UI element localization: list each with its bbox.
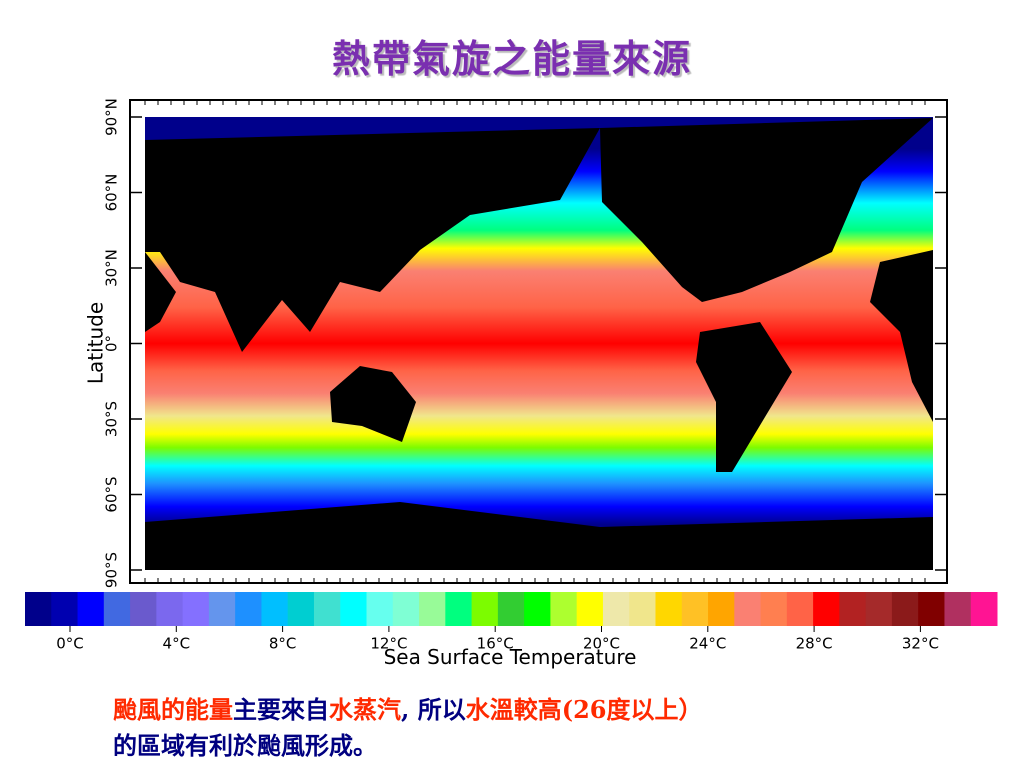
colorbar-swatch [51, 592, 79, 626]
caption-line: 颱風的能量主要來自水蒸汽, 所以水溫較高(26度以上） [113, 692, 993, 728]
colorbar-swatch [77, 592, 105, 626]
caption-line: 的區域有利於颱風形成。 [113, 728, 993, 764]
colorbar-swatch [419, 592, 446, 626]
colorbar-swatch [839, 592, 867, 626]
colorbar-swatch [497, 592, 525, 626]
latitude-label: 60°N [103, 174, 121, 212]
colorbar-title: Sea Surface Temperature [384, 645, 637, 669]
caption: 颱風的能量主要來自水蒸汽, 所以水溫較高(26度以上） 的區域有利於颱風形成。 [113, 692, 993, 764]
colorbar-swatch [445, 592, 473, 626]
colorbar-label: 32°C [902, 635, 939, 653]
colorbar-swatch [261, 592, 289, 626]
colorbar-swatch [25, 592, 52, 626]
latitude-label: 90°N [103, 98, 121, 136]
colorbar-swatch [392, 592, 420, 626]
caption-segment: 水溫較高(26度以上） [465, 695, 703, 724]
latitude-label: 30°S [103, 401, 121, 437]
colorbar-swatch [865, 592, 893, 626]
colorbar-label: 28°C [796, 635, 833, 653]
colorbar-swatch [287, 592, 315, 626]
colorbar-swatch [629, 592, 656, 626]
colorbar-label: 16°C [477, 635, 514, 653]
colorbar-label: 20°C [583, 635, 620, 653]
colorbar-swatch [970, 592, 998, 626]
caption-segment: 颱風的能量 [113, 695, 233, 724]
colorbar-swatch [891, 592, 919, 626]
colorbar-swatch [576, 592, 604, 626]
colorbar-swatch [708, 592, 735, 626]
colorbar-swatch [235, 592, 262, 626]
latitude-label: 60°S [103, 476, 121, 512]
colorbar-swatch [313, 592, 341, 626]
y-axis-label: Latitude [84, 302, 108, 384]
colorbar-swatch [208, 592, 236, 626]
caption-segment: , 所以 [401, 695, 466, 724]
latitude-label: 30°N [103, 249, 121, 287]
colorbar-swatch [182, 592, 210, 626]
sst-figure: Latitude 90°N 60°N 30°N 0° 30°S 60°S 90°S 0°C 4… [25, 98, 998, 669]
colorbar-swatch [734, 592, 762, 626]
latitude-label: 0° [103, 335, 121, 352]
colorbar-label: 12°C [370, 635, 407, 653]
colorbar-swatch [681, 592, 709, 626]
colorbar-swatch [918, 592, 945, 626]
colorbar-label: 0°C [56, 635, 84, 653]
colorbar-swatch [760, 592, 788, 626]
slide-title: 熱帶氣旋之能量來源 [331, 36, 692, 81]
colorbar-swatch [550, 592, 578, 626]
colorbar-swatch [366, 592, 394, 626]
caption-segment: 水蒸汽 [329, 695, 401, 724]
colorbar-swatch [156, 592, 184, 626]
colorbar-swatch [103, 592, 131, 626]
colorbar-swatch [655, 592, 683, 626]
colorbar-swatch [813, 592, 840, 626]
caption-segment: 主要來自 [233, 695, 329, 724]
land [145, 118, 933, 570]
colorbar-swatch [471, 592, 499, 626]
colorbar-label: 8°C [269, 635, 297, 653]
colorbar-swatch [340, 592, 368, 626]
colorbar-label: 24°C [689, 635, 726, 653]
caption-segment: 的區域有利於颱風形成。 [113, 731, 377, 760]
colorbar-label: 4°C [163, 635, 191, 653]
latitude-label: 90°S [103, 552, 121, 588]
colorbar-swatch [524, 592, 551, 626]
colorbar-swatch [602, 592, 630, 626]
colorbar-swatch [786, 592, 814, 626]
colorbar-swatch [944, 592, 972, 626]
colorbar-swatch [130, 592, 157, 626]
